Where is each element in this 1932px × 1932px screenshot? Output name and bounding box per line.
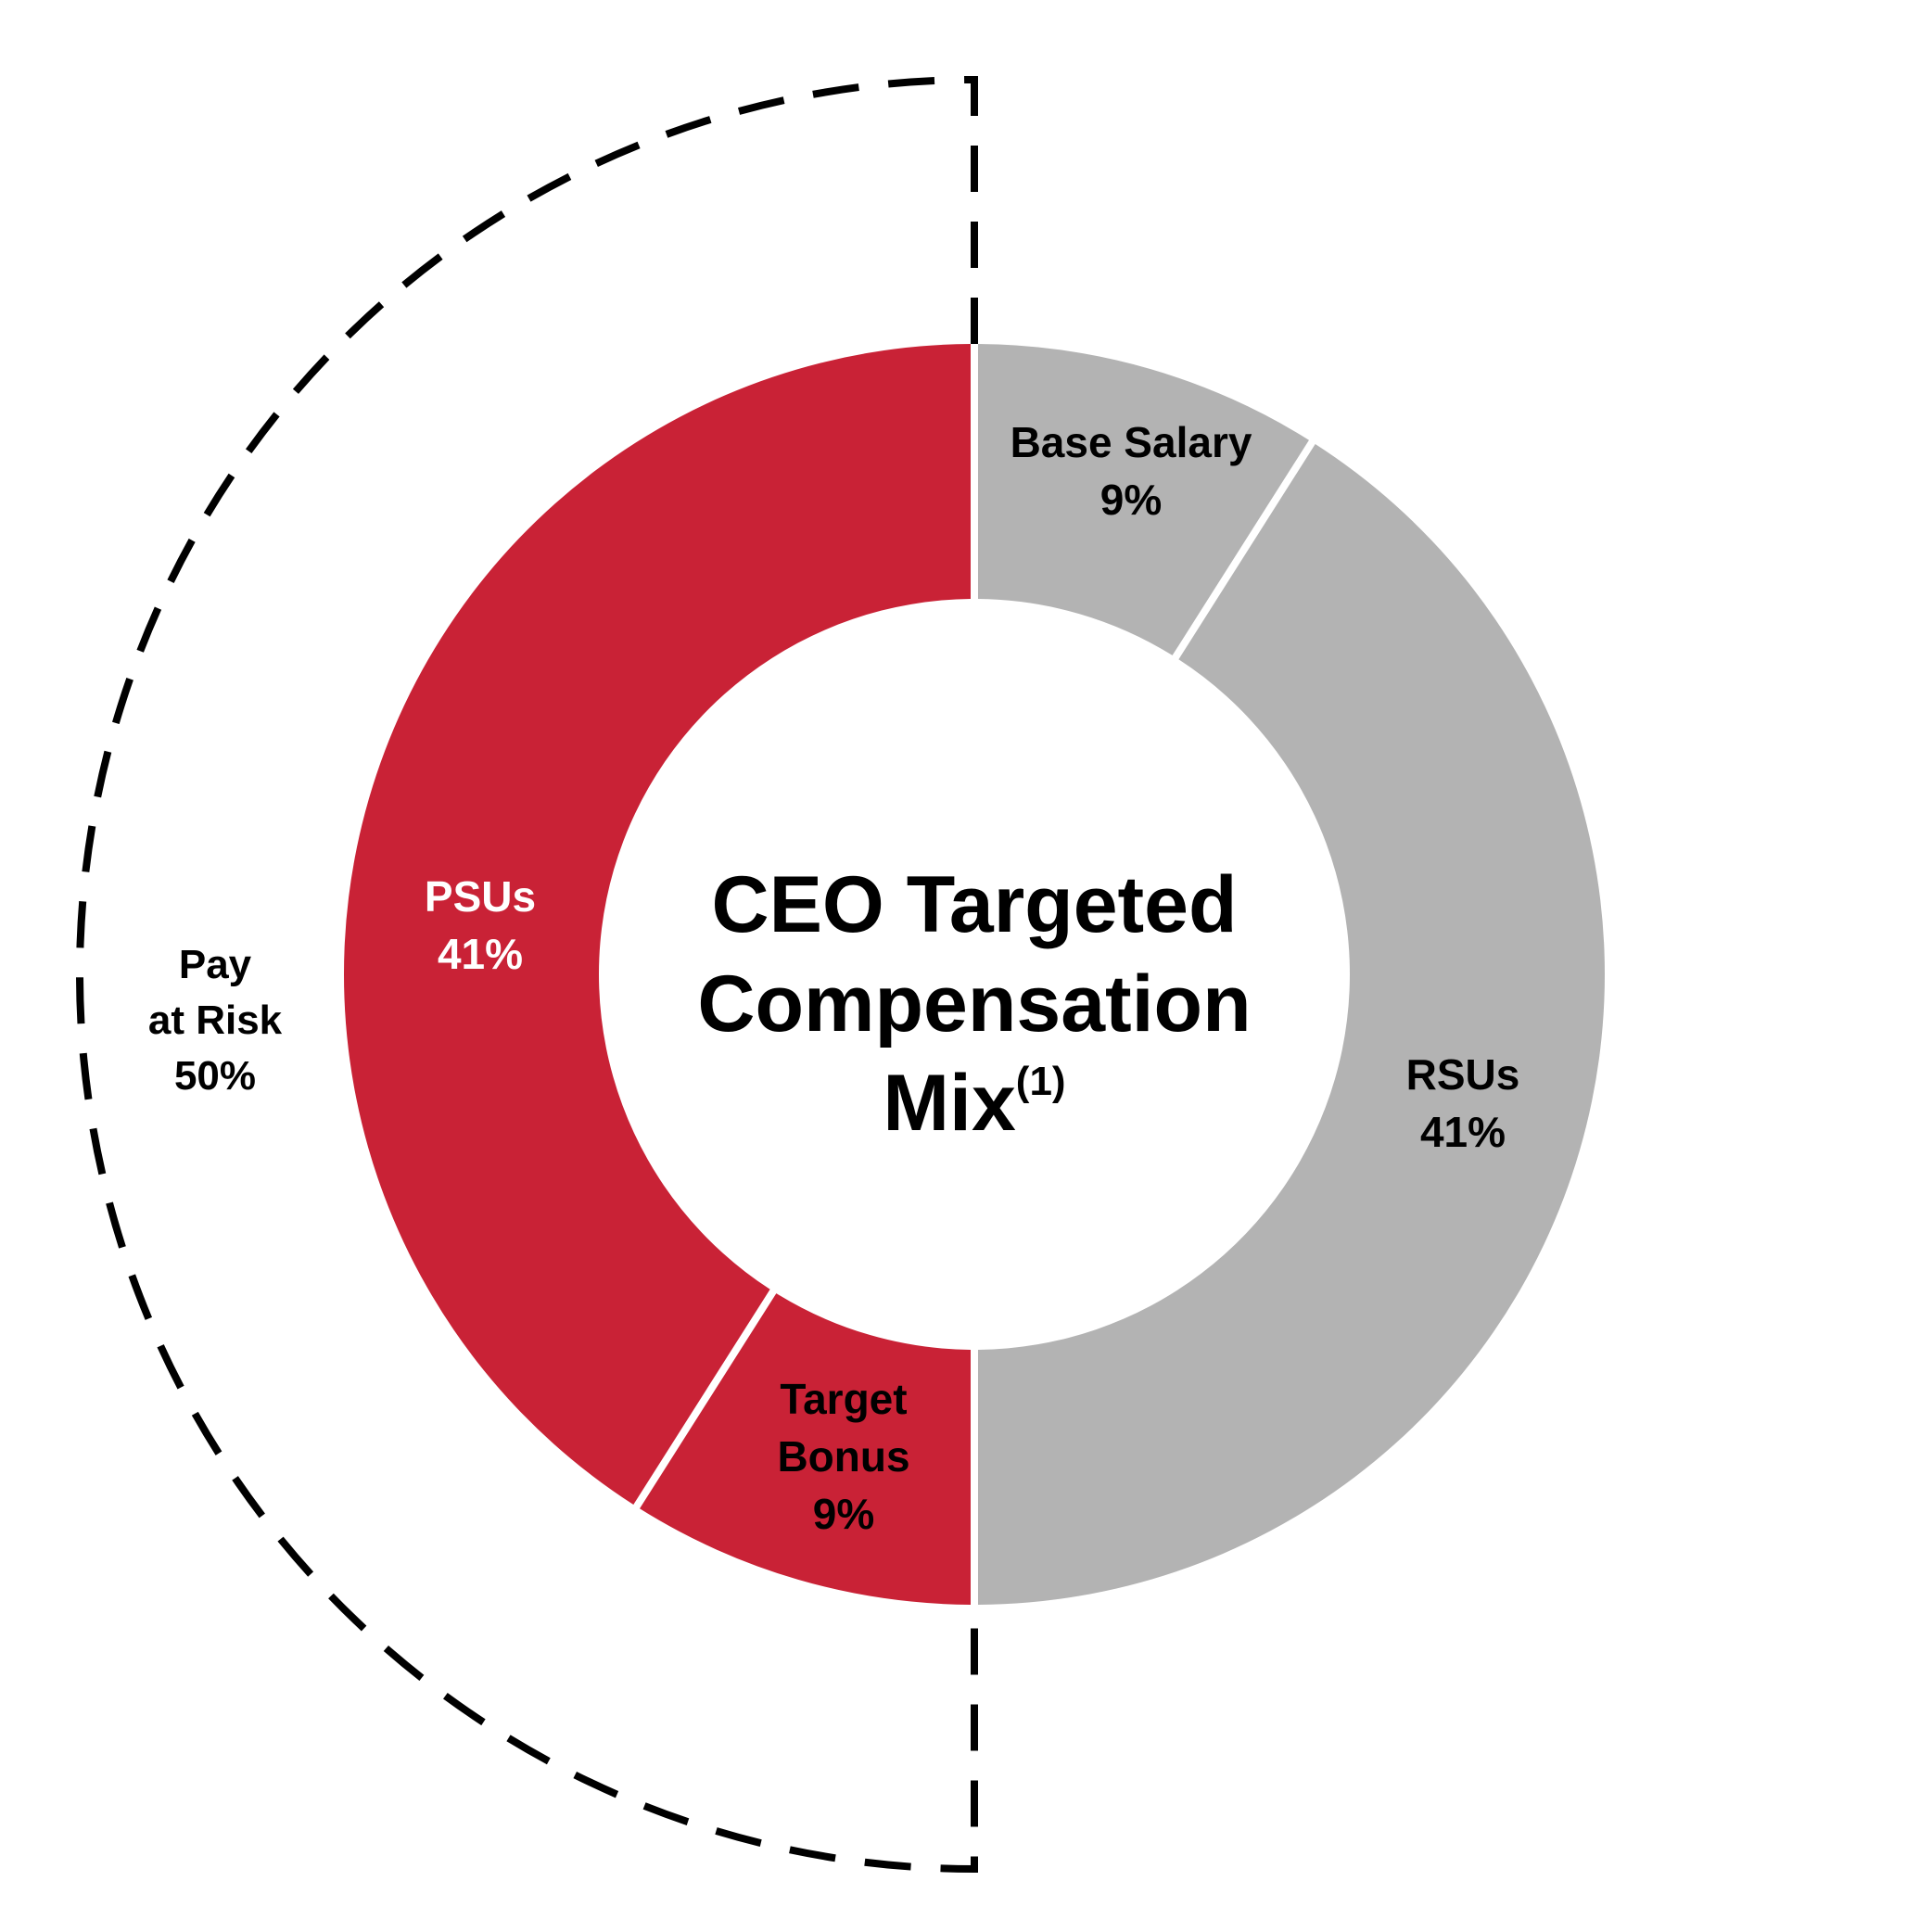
chart-title: CEO Targeted Compensation Mix(1) bbox=[697, 860, 1251, 1148]
slice-label-rsus: RSUs 41% bbox=[1406, 1050, 1520, 1156]
slice-psus bbox=[343, 344, 972, 1505]
slice-labels: Base Salary 9% RSUs 41% Target Bonus 9% PSUs 41% bbox=[425, 418, 1519, 1538]
slice-target-bonus bbox=[640, 1293, 972, 1605]
donut-slices bbox=[343, 344, 1606, 1605]
slice-base-salary bbox=[977, 344, 1309, 655]
pay-at-risk-bracket bbox=[76, 75, 978, 1874]
slice-label-base-salary: Base Salary 9% bbox=[1010, 418, 1252, 524]
pay-at-risk-label: Pay at Risk 50% bbox=[148, 942, 283, 1099]
slice-label-psus: PSUs 41% bbox=[425, 872, 536, 978]
slice-label-target-bonus: Target Bonus 9% bbox=[777, 1375, 909, 1538]
slice-rsus bbox=[977, 444, 1606, 1605]
